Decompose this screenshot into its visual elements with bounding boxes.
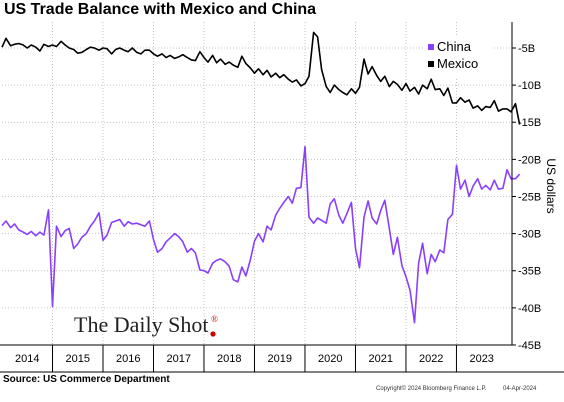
x-tick-label: 2015 xyxy=(66,353,90,365)
watermark-mark: ® xyxy=(211,314,218,324)
series-line-mexico xyxy=(1,31,521,125)
watermark-text: The Daily Shot xyxy=(74,312,208,337)
y-tick-label: -5B xyxy=(518,43,535,55)
axes: -5B -10B -15B -20B -25B -30B -35B -40B -45B 2014 2… xyxy=(0,22,564,373)
y-tick-label: -10B xyxy=(518,80,541,92)
x-tick-label: 2021 xyxy=(368,353,392,365)
y-tick-label: -25B xyxy=(518,191,541,203)
x-tick-label: 2022 xyxy=(419,353,443,365)
series-line-china xyxy=(1,145,521,324)
legend-label-china: China xyxy=(437,39,472,54)
watermark: The Daily Shot ® xyxy=(74,312,218,337)
y-axis-label: US dollars xyxy=(544,158,558,213)
y-tick-label: -35B xyxy=(518,266,541,278)
y-tick-label: -40B xyxy=(518,303,541,315)
x-tick-label: 2019 xyxy=(267,353,291,365)
x-tick-label: 2016 xyxy=(116,353,140,365)
copyright-note: Copyright© 2024 Bloomberg Finance L.P. xyxy=(376,386,487,392)
x-tick-label: 2020 xyxy=(318,353,342,365)
x-tick-label: 2023 xyxy=(469,353,493,365)
y-tick-label: -15B xyxy=(518,117,541,129)
source-note: Source: US Commerce Department xyxy=(3,374,170,385)
x-tick-label: 2014 xyxy=(15,353,39,365)
x-tick-label: 2017 xyxy=(166,353,190,365)
x-tick-label: 2018 xyxy=(217,353,241,365)
chart-title: US Trade Balance with Mexico and China xyxy=(4,1,317,18)
legend-label-mexico: Mexico xyxy=(437,56,478,71)
y-tick-label: -30B xyxy=(518,229,541,241)
y-tick-label: -45B xyxy=(518,340,541,352)
date-note: 04-Apr-2024 xyxy=(503,386,537,392)
series xyxy=(1,31,521,324)
legend: China Mexico xyxy=(424,36,494,78)
y-tick-label: -20B xyxy=(518,154,541,166)
legend-box xyxy=(424,36,494,78)
legend-swatch-mexico xyxy=(428,61,434,67)
watermark-dot xyxy=(210,331,216,337)
legend-swatch-china xyxy=(428,44,434,50)
